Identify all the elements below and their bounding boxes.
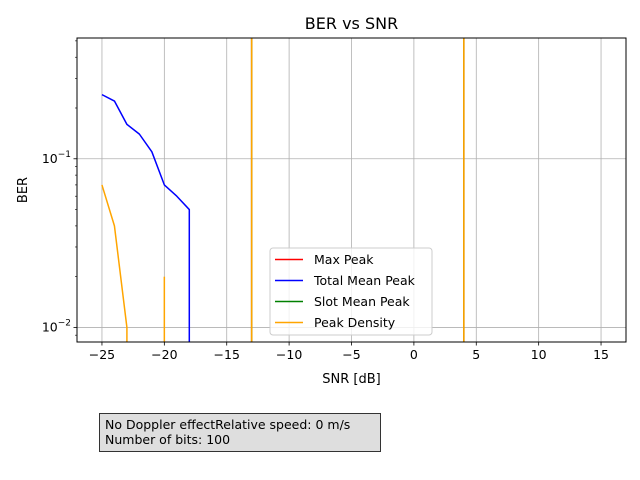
legend: Max Peak Total Mean Peak Slot Mean Peak Pea… xyxy=(269,247,433,336)
x-tick-label: −25 xyxy=(89,347,115,362)
x-tick-label: −20 xyxy=(151,347,177,362)
x-axis-ticks: −25 −20 −15 −10 −5 0 5 10 15 xyxy=(89,342,609,362)
y-tick-label: 10−2 xyxy=(42,318,71,334)
y-axis-label: BER xyxy=(16,177,31,203)
x-tick-label: −15 xyxy=(214,347,240,362)
x-tick-label: 0 xyxy=(410,347,418,362)
x-tick-label: 5 xyxy=(472,347,480,362)
legend-frame xyxy=(269,247,433,336)
series-lines xyxy=(101,38,465,342)
y-tick-label: 10−1 xyxy=(42,150,71,166)
x-tick-label: 15 xyxy=(593,347,609,362)
info-box-line-bits: Number of bits: 100 xyxy=(105,432,231,447)
legend-label: Total Mean Peak xyxy=(313,273,416,288)
y-axis-ticks: 10−210−1 xyxy=(42,40,77,336)
y-tick-label-exponent: −2 xyxy=(58,318,71,328)
x-axis-label: SNR [dB] xyxy=(322,372,380,387)
y-tick-label-base: 10 xyxy=(42,319,58,334)
x-tick-label: 10 xyxy=(531,347,547,362)
legend-label: Slot Mean Peak xyxy=(314,294,410,309)
legend-label: Peak Density xyxy=(314,315,396,330)
x-tick-label: −5 xyxy=(342,347,360,362)
series-line-total-mean-peak xyxy=(101,93,191,342)
y-tick-label-base: 10 xyxy=(42,151,58,166)
info-box: No Doppler effectRelative speed: 0 m/s N… xyxy=(99,413,381,452)
chart-title: BER vs SNR xyxy=(305,14,398,33)
plot-area xyxy=(76,37,627,343)
y-tick-label-exponent: −1 xyxy=(58,150,71,160)
legend-label: Max Peak xyxy=(314,252,374,267)
info-box-line-doppler: No Doppler effectRelative speed: 0 m/s xyxy=(105,417,351,432)
x-tick-label: −10 xyxy=(276,347,302,362)
series-line-peak-density xyxy=(101,184,128,342)
